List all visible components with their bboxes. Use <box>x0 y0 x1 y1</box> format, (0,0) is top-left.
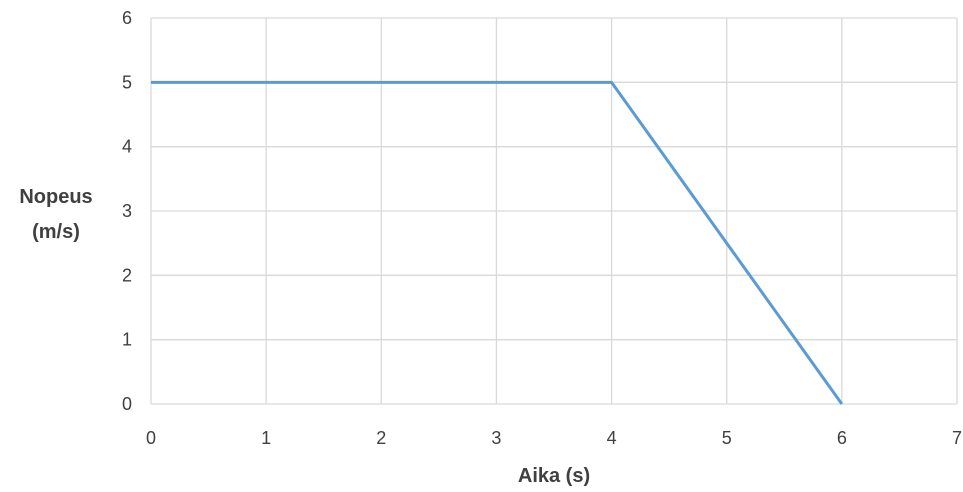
x-tick-labels: 0 1 2 3 4 5 6 7 <box>146 428 962 448</box>
y-tick-label: 5 <box>122 72 132 92</box>
x-tick-label: 0 <box>146 428 156 448</box>
y-tick-labels: 0 1 2 3 4 5 6 <box>122 8 132 414</box>
x-tick-label: 6 <box>837 428 847 448</box>
x-tick-label: 5 <box>722 428 732 448</box>
y-axis-title-line-2: (m/s) <box>32 221 80 243</box>
x-tick-label: 3 <box>491 428 501 448</box>
y-axis-title-line-1: Nopeus <box>19 186 92 208</box>
y-tick-label: 2 <box>122 265 132 285</box>
series-line <box>151 80 844 405</box>
x-tick-label: 2 <box>376 428 386 448</box>
y-tick-label: 3 <box>122 201 132 221</box>
grid <box>150 17 958 405</box>
y-tick-label: 6 <box>122 8 132 28</box>
y-tick-label: 4 <box>122 137 132 157</box>
y-tick-label: 1 <box>122 330 132 350</box>
x-tick-label: 1 <box>261 428 271 448</box>
series-group <box>151 80 844 405</box>
x-axis-title: Aika (s) <box>518 465 590 487</box>
x-tick-label: 4 <box>607 428 617 448</box>
y-tick-label: 0 <box>122 394 132 414</box>
x-tick-label: 7 <box>952 428 962 448</box>
